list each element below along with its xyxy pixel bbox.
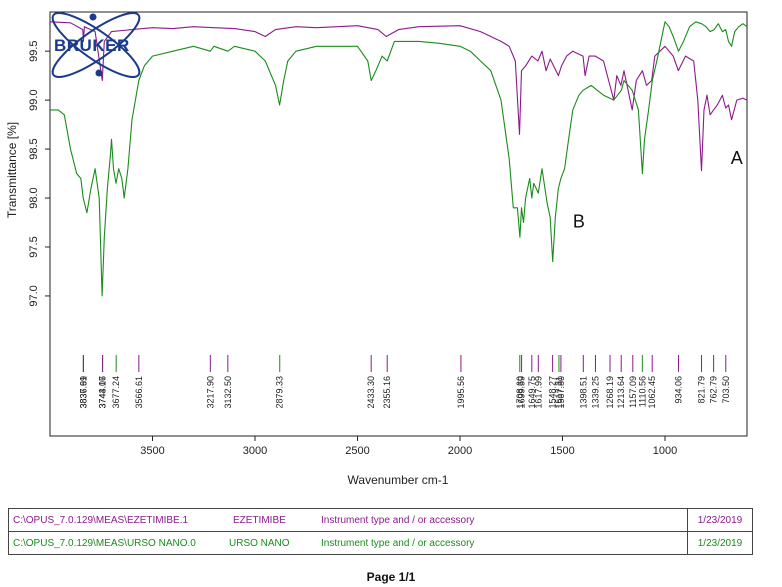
peak-label: 821.79	[697, 376, 707, 404]
peak-label: 3743.16	[98, 376, 108, 409]
annotation-label: A	[731, 148, 743, 168]
peak-label: 1617.99	[533, 376, 543, 409]
peak-label: 1699.59	[517, 376, 527, 409]
series-layer	[49, 21, 748, 297]
logo-text: BRUKER	[54, 36, 130, 55]
series-line-1	[50, 21, 748, 297]
peak-label: 1649.75	[527, 376, 537, 409]
x-axis: 3500 3000 2500 2000 1500 1000	[140, 436, 677, 457]
instrument-text: Instrument type and / or accessory	[321, 537, 475, 549]
x-tick-label: 2500	[345, 445, 369, 457]
sample-name: URSO NANO	[229, 537, 290, 549]
file-date: 1/23/2019	[687, 508, 753, 532]
file-path: C:\OPUS_7.0.129\MEAS\EZETIMIBE.1	[13, 514, 189, 526]
x-tick-label: 3000	[243, 445, 267, 457]
x-tick-label: 1500	[550, 445, 574, 457]
y-tick-label: 98.0	[28, 187, 40, 208]
peak-label: 3677.24	[111, 376, 121, 409]
y-tick-label: 97.0	[28, 285, 40, 306]
x-tick-label: 1000	[653, 445, 677, 457]
atom-logo-icon	[51, 12, 141, 78]
x-axis-title: Wavenumber cm-1	[348, 473, 449, 487]
file-row: C:\OPUS_7.0.129\MEAS\EZETIMIBE.1 EZETIMIB…	[8, 508, 753, 532]
peak-label: 1062.45	[647, 376, 657, 409]
x-tick-label: 3500	[140, 445, 164, 457]
peak-label: 3566.61	[134, 376, 144, 409]
plot-frame	[49, 11, 748, 437]
file-date: 1/23/2019	[687, 531, 753, 555]
bruker-logo: BRUKER	[51, 12, 141, 78]
peak-label: 3744.07	[97, 376, 107, 409]
peak-label: 762.79	[709, 376, 719, 404]
page-footer: Page 1/1	[366, 570, 416, 584]
peak-label: 1268.19	[605, 376, 615, 409]
peak-label: 1507.80	[556, 376, 566, 409]
sample-name: EZETIMIBE	[233, 514, 286, 526]
peak-label: 1157.09	[628, 376, 638, 408]
peak-label: 1110.56	[637, 376, 647, 407]
series-line-0	[49, 21, 748, 172]
peak-label: 3217.90	[205, 376, 215, 409]
peak-label: 3837.69	[78, 376, 88, 409]
peak-label: 2433.30	[366, 376, 376, 409]
file-path: C:\OPUS_7.0.129\MEAS\URSO NANO.0	[13, 537, 196, 549]
peak-label: 1708.30	[515, 376, 525, 409]
peak-label: 3836.91	[78, 376, 88, 409]
instrument-text: Instrument type and / or accessory	[321, 514, 475, 526]
x-tick-label: 2000	[448, 445, 472, 457]
y-tick-label: 99.0	[28, 89, 40, 110]
peak-label: 1339.25	[590, 376, 600, 409]
peak-label: 703.50	[721, 376, 731, 404]
peak-label: 1995.56	[456, 376, 466, 409]
peak-label: 1213.64	[616, 376, 626, 409]
y-tick-label: 98.5	[28, 138, 40, 159]
y-axis-title: Transmittance [%]	[5, 122, 19, 218]
file-info-cell: C:\OPUS_7.0.129\MEAS\EZETIMIBE.1 EZETIMIB…	[8, 508, 688, 532]
spectrum-chart: 97.0 97.5 98.0 98.5 99.0 99.5 3500 3000 2500 200…	[5, 11, 748, 487]
peak-label: 1517.31	[554, 376, 564, 409]
annotations: AB	[573, 148, 743, 232]
peak-label: 2879.33	[275, 376, 285, 409]
y-tick-label: 99.5	[28, 40, 40, 61]
annotation-label: B	[573, 211, 585, 231]
file-table: C:\OPUS_7.0.129\MEAS\EZETIMIBE.1 EZETIMIB…	[8, 508, 753, 555]
y-tick-label: 97.5	[28, 236, 40, 257]
peak-label: 2355.16	[382, 376, 392, 409]
file-row: C:\OPUS_7.0.129\MEAS\URSO NANO.0 URSO NAN…	[8, 531, 753, 555]
peak-label: 934.06	[674, 376, 684, 404]
peak-label: 1548.27	[548, 376, 558, 409]
peak-label: 1398.51	[578, 376, 588, 409]
y-axis: 97.0 97.5 98.0 98.5 99.0 99.5	[28, 40, 50, 307]
file-info-cell: C:\OPUS_7.0.129\MEAS\URSO NANO.0 URSO NAN…	[8, 531, 688, 555]
peak-label: 3132.50	[223, 376, 233, 409]
